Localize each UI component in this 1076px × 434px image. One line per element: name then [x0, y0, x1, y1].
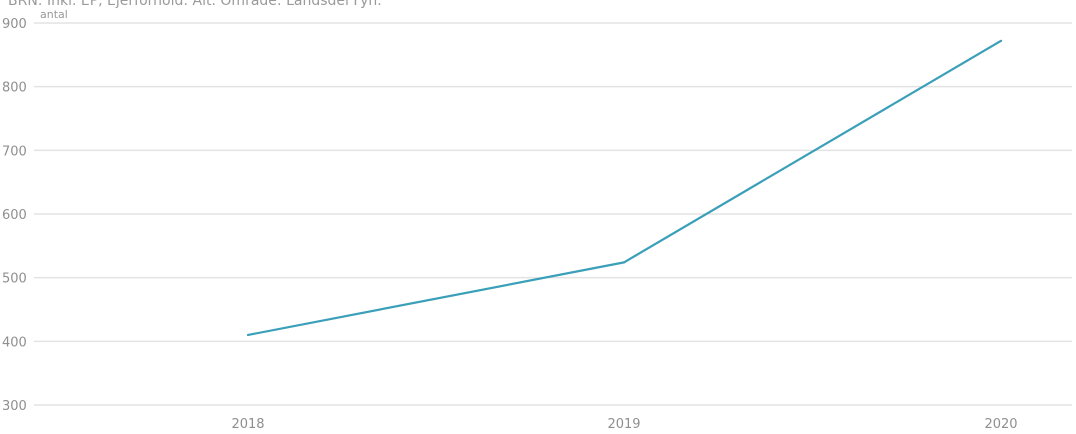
- y-tick-label: 500: [2, 272, 27, 287]
- y-tick-label: 900: [2, 17, 27, 32]
- x-tick-label: 2019: [607, 417, 640, 432]
- y-tick-label: 700: [2, 144, 27, 159]
- y-axis-label: antal: [40, 8, 68, 21]
- y-tick-label: 600: [2, 208, 27, 223]
- y-tick-label: 300: [2, 399, 27, 414]
- data-point: [622, 261, 626, 264]
- y-tick-label: 400: [2, 335, 27, 350]
- x-tick-label: 2018: [231, 417, 264, 432]
- data-point: [246, 333, 250, 337]
- series-line: [247, 39, 1002, 337]
- data-point: [999, 39, 1003, 42]
- x-tick-label: 2020: [984, 417, 1017, 432]
- chart-subtitle: BRN: Inkl. EP, Ejerforhold: Alt. Område:…: [8, 0, 382, 9]
- y-tick-label: 800: [2, 81, 27, 96]
